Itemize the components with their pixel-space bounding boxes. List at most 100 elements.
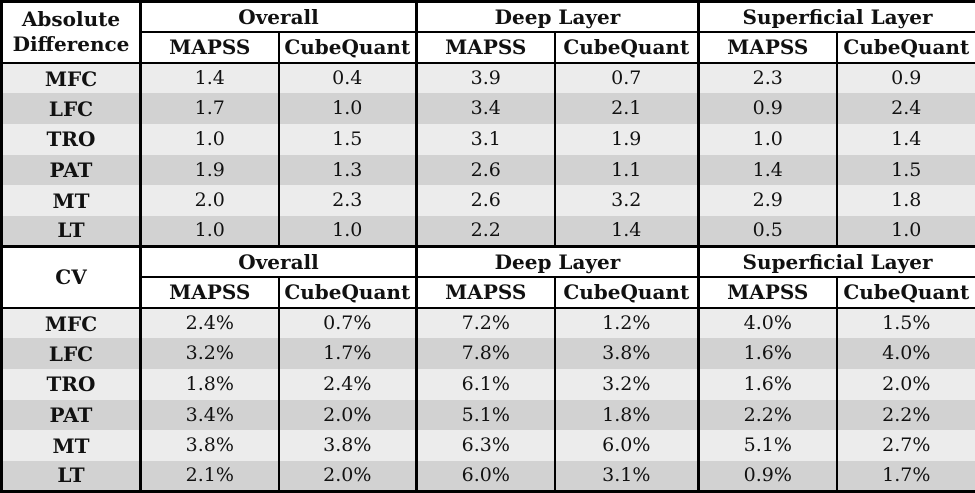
- value-cell: 1.6%: [697, 338, 837, 369]
- value-cell: 1.4: [697, 154, 837, 186]
- value-cell: 2.2%: [835, 399, 975, 431]
- value-cell: 1.2%: [553, 307, 699, 339]
- value-cell: 2.1%: [139, 460, 279, 492]
- row-label: MFC: [44, 66, 98, 91]
- value-cell: 3.1%: [553, 460, 699, 492]
- value-cell: 1.9: [139, 154, 279, 186]
- value-cell: 1.5: [835, 154, 975, 186]
- value-cell: 1.8%: [553, 399, 699, 431]
- column-header: CubeQuant: [277, 277, 417, 309]
- column-header: CubeQuant: [835, 32, 975, 64]
- value-cell: 1.9: [553, 124, 699, 155]
- column-header: MAPSS: [415, 32, 555, 64]
- value-cell: 1.7%: [277, 338, 417, 369]
- column-header: CubeQuant: [277, 32, 417, 64]
- value-cell: 0.9%: [697, 460, 837, 492]
- value-cell: 3.8%: [277, 430, 417, 461]
- value-cell: 7.8%: [415, 338, 555, 369]
- value-cell: 2.2: [415, 215, 555, 247]
- value-cell: 3.2%: [553, 369, 699, 400]
- value-cell: 3.4%: [139, 399, 279, 431]
- value-cell: 0.4: [277, 62, 417, 94]
- value-cell: 2.9: [697, 185, 837, 216]
- row-label: TRO: [46, 372, 96, 397]
- value-cell: 3.9: [415, 62, 555, 94]
- value-cell: 2.6: [415, 154, 555, 186]
- value-cell: 5.1%: [415, 399, 555, 431]
- value-cell: 7.2%: [415, 307, 555, 339]
- value-cell: 6.1%: [415, 369, 555, 400]
- value-cell: 2.0%: [277, 460, 417, 492]
- value-cell: 2.3: [697, 62, 837, 94]
- value-cell: 6.0%: [553, 430, 699, 461]
- table-row: TRO 1.0 1.5 3.1 1.9 1.0 1.4: [1, 124, 975, 155]
- value-cell: 2.4%: [277, 369, 417, 400]
- value-cell: 1.6%: [697, 369, 837, 400]
- group-header: Deep Layer: [415, 245, 699, 279]
- value-cell: 1.7: [139, 93, 279, 124]
- column-header: MAPSS: [139, 277, 279, 309]
- value-cell: 2.0: [139, 185, 279, 216]
- value-cell: 2.3: [277, 185, 417, 216]
- table-row: LFC 1.7 1.0 3.4 2.1 0.9 2.4: [1, 93, 975, 124]
- row-label: LT: [57, 218, 85, 243]
- column-header: CubeQuant: [553, 32, 699, 64]
- table-row: LT 1.0 1.0 2.2 1.4 0.5 1.0: [1, 215, 975, 247]
- value-cell: 1.7%: [835, 460, 975, 492]
- row-label: MT: [52, 433, 90, 458]
- value-cell: 6.3%: [415, 430, 555, 461]
- value-cell: 2.7%: [835, 430, 975, 461]
- value-cell: 1.3: [277, 154, 417, 186]
- table-row: MT 2.0 2.3 2.6 3.2 2.9 1.8: [1, 185, 975, 216]
- value-cell: 3.4: [415, 93, 555, 124]
- table-row: LFC 3.2% 1.7% 7.8% 3.8% 1.6% 4.0%: [1, 338, 975, 369]
- table-row: LT 2.1% 2.0% 6.0% 3.1% 0.9% 1.7%: [1, 460, 975, 492]
- value-cell: 1.4: [553, 215, 699, 247]
- value-cell: 0.9: [697, 93, 837, 124]
- value-cell: 0.9: [835, 62, 975, 94]
- section-title: CV: [1, 244, 141, 309]
- group-header: Overall: [139, 245, 417, 279]
- value-cell: 1.8%: [139, 369, 279, 400]
- group-header: Overall: [139, 1, 417, 34]
- value-cell: 0.7%: [277, 307, 417, 339]
- value-cell: 3.8%: [139, 430, 279, 461]
- value-cell: 2.1: [553, 93, 699, 124]
- value-cell: 0.7: [553, 62, 699, 94]
- row-label: MFC: [44, 311, 98, 336]
- table-row: MT 3.8% 3.8% 6.3% 6.0% 5.1% 2.7%: [1, 430, 975, 461]
- row-label: LFC: [48, 96, 94, 121]
- row-label: PAT: [49, 402, 93, 427]
- row-label: LT: [57, 463, 85, 488]
- value-cell: 1.0: [139, 215, 279, 247]
- group-header: Superficial Layer: [696, 1, 975, 34]
- value-cell: 1.0: [277, 215, 417, 247]
- value-cell: 2.6: [415, 185, 555, 216]
- value-cell: 6.0%: [415, 460, 555, 492]
- table-row: MFC 1.4 0.4 3.9 0.7 2.3 0.9: [1, 62, 975, 94]
- value-cell: 3.8%: [553, 338, 699, 369]
- header-row: CV Overall Deep Layer Superficial Layer: [1, 244, 975, 309]
- value-cell: 1.1: [553, 154, 699, 186]
- column-header: MAPSS: [415, 277, 555, 309]
- value-cell: 1.4: [835, 124, 975, 155]
- table-row: MFC 2.4% 0.7% 7.2% 1.2% 4.0% 1.5%: [1, 307, 975, 339]
- group-header: Superficial Layer: [696, 245, 975, 279]
- subheader-row: MAPSS CubeQuant MAPSS CubeQuant MAPSS CubeQua…: [2, 32, 975, 64]
- value-cell: 1.0: [835, 215, 975, 247]
- table-row: TRO 1.8% 2.4% 6.1% 3.2% 1.6% 2.0%: [1, 369, 975, 400]
- value-cell: 1.5%: [835, 307, 975, 339]
- value-cell: 1.0: [277, 93, 417, 124]
- value-cell: 1.4: [139, 62, 279, 94]
- value-cell: 2.0%: [277, 399, 417, 431]
- value-cell: 3.1: [415, 124, 555, 155]
- value-cell: 3.2%: [139, 338, 279, 369]
- value-cell: 1.5: [277, 124, 417, 155]
- row-label: LFC: [48, 341, 94, 366]
- section-title: Absolute Difference: [1, 1, 141, 64]
- group-header: Deep Layer: [415, 1, 699, 34]
- column-header: MAPSS: [697, 277, 837, 309]
- value-cell: 1.0: [697, 124, 837, 155]
